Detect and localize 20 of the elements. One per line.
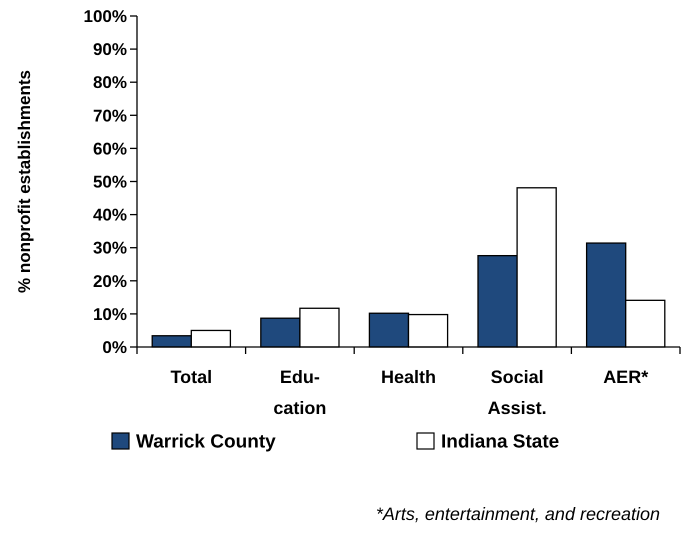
legend-label: Warrick County [136,432,276,453]
y-tick-label: 0% [102,338,127,357]
y-tick-label: 10% [92,304,127,324]
y-tick-label: 90% [92,40,127,60]
y-tick-label: 20% [92,272,127,291]
y-tick-label: 50% [92,172,127,192]
y-tick-label: 100% [84,6,127,26]
x-tick-label: Total [170,367,212,387]
x-tick-label: Edu- cation [273,367,326,418]
x-tick-label: Health [380,367,436,387]
x-tick-label: AER* [603,367,648,387]
y-tick-label: 30% [92,238,127,258]
y-tick-label: 70% [92,106,127,126]
legend-label: Indiana State [441,432,560,453]
y-tick-label: 60% [92,139,127,158]
y-axis-title: % nonprofit establishments [15,70,34,293]
x-tick-label: Social Assist. [488,367,547,418]
y-tick-label: 40% [92,206,127,225]
y-tick-label: 80% [92,73,127,92]
text: *Arts, entertainment, and recreation [376,504,660,524]
